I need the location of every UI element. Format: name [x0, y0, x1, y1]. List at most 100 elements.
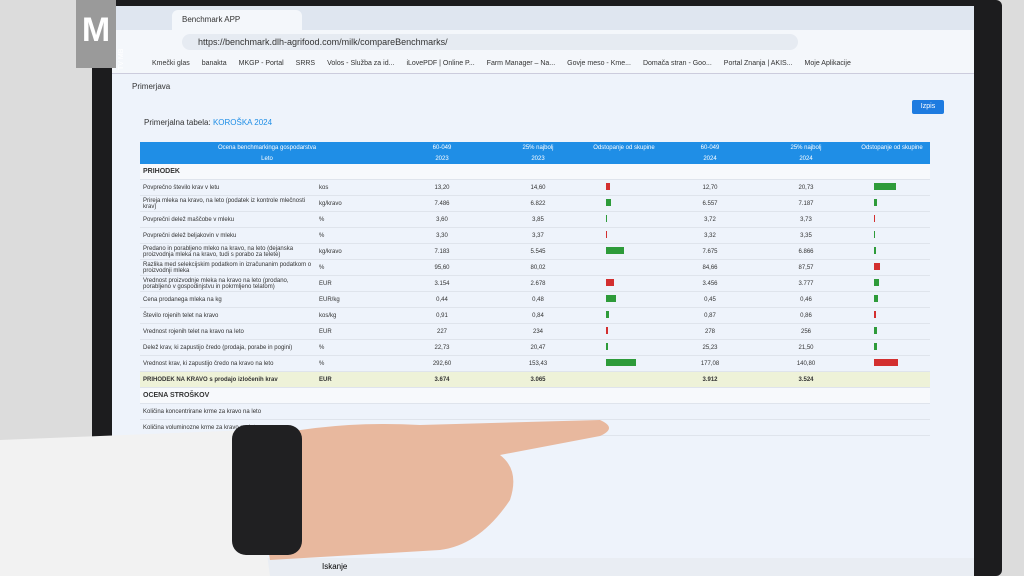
row-unit: EUR	[316, 275, 394, 292]
deviation-bar	[606, 311, 609, 318]
deviation-cell	[586, 355, 662, 372]
deviation-cell	[854, 291, 930, 308]
deviation-cell	[854, 339, 930, 356]
data-row: Vrednost rojenih telet na kravo na leto E…	[140, 323, 930, 340]
row-label: PRIHODEK NA KRAVO s prodajo izločenih kr…	[140, 371, 316, 388]
value-cell: 0,87	[662, 307, 758, 324]
row-unit: EUR	[316, 371, 394, 388]
section-title: OCENA STROŠKOV	[140, 387, 930, 404]
value-cell: 0,48	[490, 291, 586, 308]
value-cell: 3.777	[758, 275, 854, 292]
empty-cell	[586, 403, 662, 420]
deviation-bar	[874, 359, 898, 366]
value-cell: 5.545	[490, 243, 586, 260]
bookmark[interactable]: MKGP - Portal	[238, 60, 284, 67]
header-row: Ocena benchmarkinga gospodarstva 60-049 25…	[140, 142, 930, 153]
deviation-bar	[874, 263, 880, 270]
row-label: Razlika med selekcijskim podatkom in izr…	[140, 259, 316, 276]
value-cell: 3,85	[490, 211, 586, 228]
row-unit: %	[316, 259, 394, 276]
bookmark[interactable]: banakta	[201, 60, 227, 67]
deviation-bar	[606, 183, 610, 190]
channel-name: TV MB	[118, 48, 125, 70]
bookmark[interactable]: SRRS	[295, 60, 316, 67]
value-cell: 20,73	[758, 179, 854, 196]
empty-cell	[854, 419, 930, 436]
data-row: Povprečni delež beljakovin v mleku% 3,30 3…	[140, 227, 930, 244]
value-cell: 0,44	[394, 291, 490, 308]
value-cell: 3.065	[490, 371, 586, 388]
value-cell: 3,37	[490, 227, 586, 244]
deviation-cell	[586, 195, 662, 212]
bookmark[interactable]: Kmečki glas	[152, 60, 190, 67]
tab-strip: Benchmark APP	[112, 6, 974, 30]
bookmark[interactable]: Moje Aplikacije	[804, 60, 851, 67]
print-button[interactable]: Izpis	[912, 100, 944, 114]
deviation-cell	[586, 243, 662, 260]
value-cell: 22,73	[394, 339, 490, 356]
value-cell: 7.675	[662, 243, 758, 260]
empty-cell	[854, 403, 930, 420]
deviation-bar	[874, 279, 879, 286]
bookmark[interactable]: iLovePDF | Online P...	[406, 60, 475, 67]
value-cell: 234	[490, 323, 586, 340]
value-cell: 0,86	[758, 307, 854, 324]
deviation-cell	[854, 371, 930, 388]
content: Primerjava Izpis Primerjalna tabela: KOR…	[112, 74, 974, 576]
screen: Benchmark APP https://benchmark.dlh-agri…	[112, 6, 974, 576]
value-cell: 84,66	[662, 259, 758, 276]
row-label: Količina koncentrirane krme za kravo na …	[140, 403, 316, 420]
deviation-cell	[586, 179, 662, 196]
deviation-cell	[854, 307, 930, 324]
bookmark[interactable]: Portal Znanja | AKIS...	[723, 60, 793, 67]
header-cell	[854, 153, 930, 164]
value-cell: 7.183	[394, 243, 490, 260]
deviation-bar	[874, 311, 876, 318]
header-cell: Odstopanje od skupine	[586, 142, 662, 153]
row-label: Delež krav, ki zapustijo čredo (prodaja,…	[140, 339, 316, 356]
value-cell: 3.154	[394, 275, 490, 292]
row-unit: kg/kravo	[316, 195, 394, 212]
search[interactable]: Iskanje	[322, 562, 348, 571]
value-cell: 2.678	[490, 275, 586, 292]
value-cell: 7.486	[394, 195, 490, 212]
deviation-cell	[586, 371, 662, 388]
value-cell: 0,45	[662, 291, 758, 308]
data-row: Število rojenih telet na kravo kos/kg 0,91…	[140, 307, 930, 324]
value-cell: 140,80	[758, 355, 854, 372]
row-label: Prireja mleka na kravo, na leto (podatek…	[140, 195, 316, 212]
header-cell: 2023	[394, 153, 490, 164]
empty-cell	[662, 403, 758, 420]
deviation-cell	[586, 307, 662, 324]
data-row: Povprečni delež maščobe v mleku% 3,60 3,85…	[140, 211, 930, 228]
deviation-bar	[874, 183, 896, 190]
header-cell	[586, 153, 662, 164]
data-row: PRIHODEK NA KRAVO s prodajo izločenih kr…	[140, 371, 930, 388]
bookmark[interactable]: Volos - Služba za id...	[327, 60, 395, 67]
value-cell: 14,60	[490, 179, 586, 196]
value-cell: 25,23	[662, 339, 758, 356]
value-cell: 3.674	[394, 371, 490, 388]
value-cell: 3.912	[662, 371, 758, 388]
bookmark[interactable]: Govje meso - Kme...	[567, 60, 631, 67]
compare-table: Ocena benchmarkinga gospodarstva 60-049 25…	[140, 142, 930, 436]
header-cell: 60-049	[394, 142, 490, 153]
deviation-bar	[606, 359, 636, 366]
bookmark[interactable]: Domača stran - Goo...	[642, 60, 712, 67]
value-cell: 6.866	[758, 243, 854, 260]
data-row: Cena prodanega mleka na kg EUR/kg 0,44 0,48…	[140, 291, 930, 308]
page-heading: Primerjava	[132, 82, 171, 91]
deviation-bar	[874, 295, 878, 302]
tab[interactable]: Benchmark APP	[172, 10, 302, 30]
bookmark[interactable]: Farm Manager – Na...	[486, 60, 556, 67]
deviation-bar	[874, 231, 875, 238]
value-cell: 177,08	[662, 355, 758, 372]
deviation-cell	[586, 275, 662, 292]
row-label: Vrednost proizvodnje mleka na kravo na l…	[140, 275, 316, 292]
deviation-cell	[586, 227, 662, 244]
url[interactable]: https://benchmark.dlh-agrifood.com/milk/…	[182, 34, 798, 50]
data-row: Predano in porabljeno mleko na kravo, na…	[140, 243, 930, 260]
table-label: Primerjalna tabela:	[144, 118, 211, 127]
